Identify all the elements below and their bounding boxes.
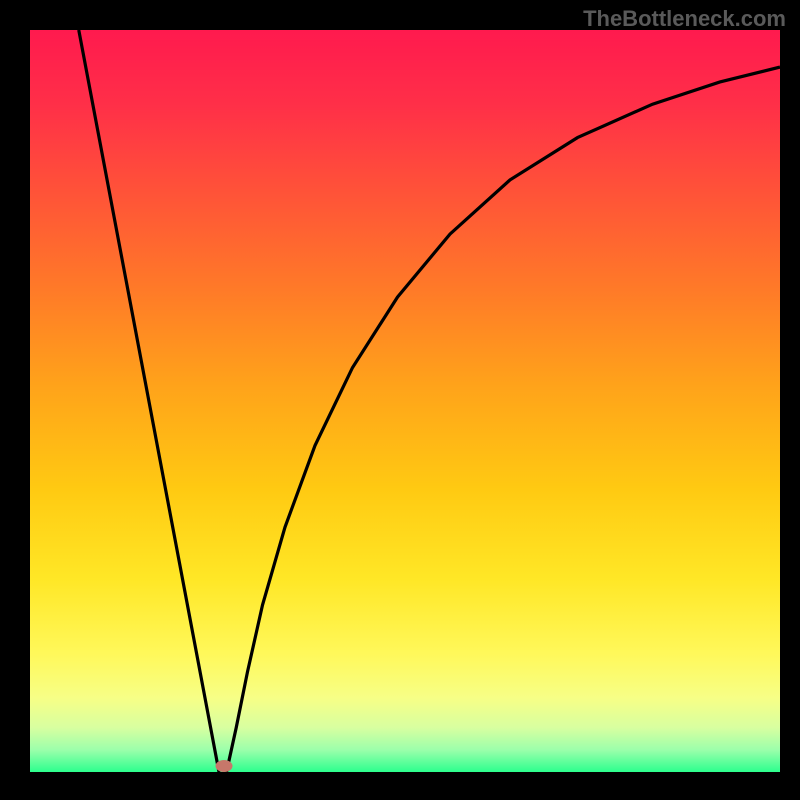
plot-area bbox=[30, 30, 780, 772]
watermark-text: TheBottleneck.com bbox=[583, 6, 786, 32]
optimal-point-marker bbox=[216, 760, 233, 772]
bottleneck-curve bbox=[30, 30, 780, 772]
